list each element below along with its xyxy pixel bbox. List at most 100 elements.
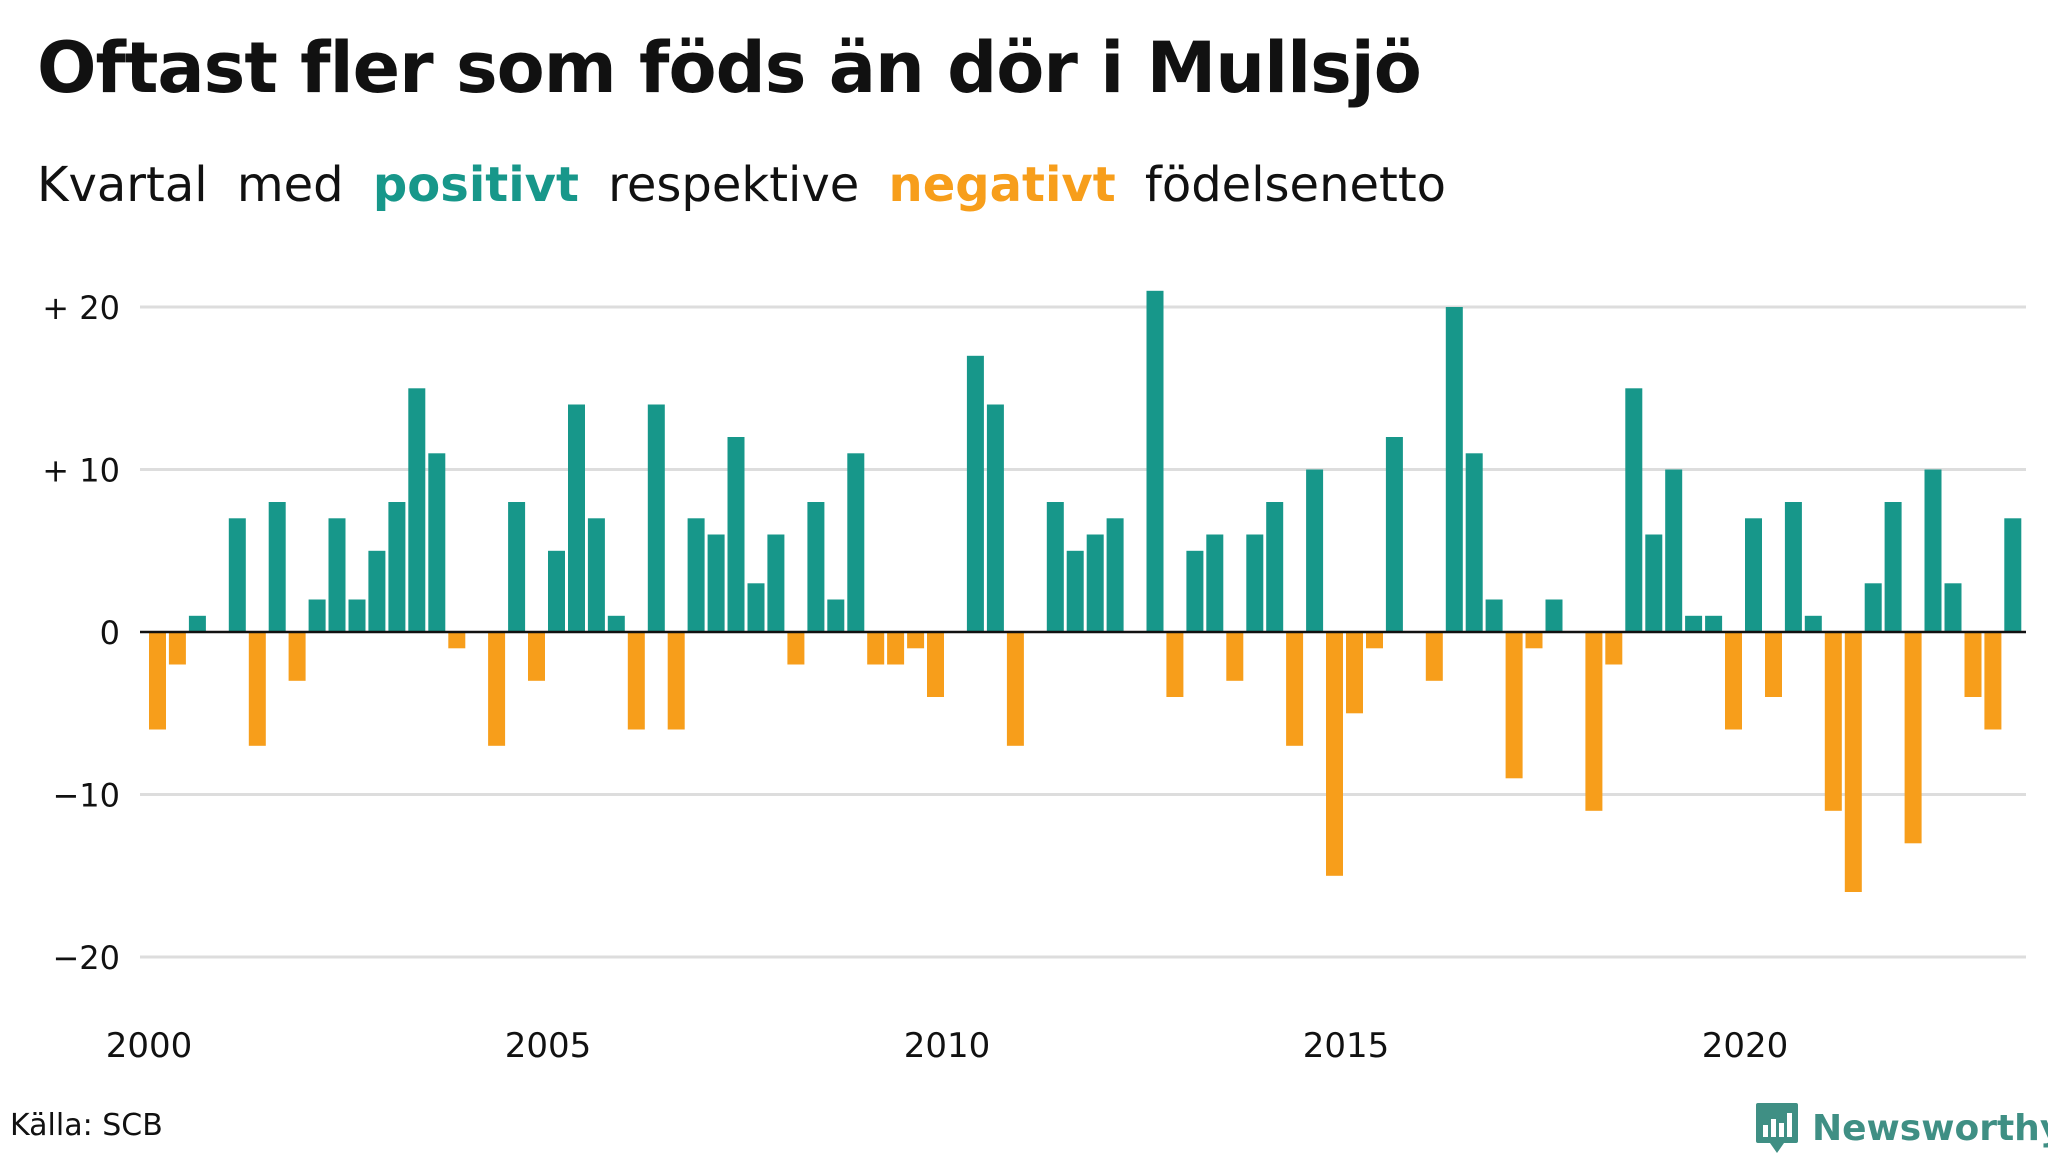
bar-2003-q2 <box>408 388 426 633</box>
bar-2010-q4 <box>1006 632 1024 746</box>
subtitle-middle: respektive <box>608 157 860 213</box>
y-axis-tick-labels: + 20 + 10 0 −10 −20 <box>42 289 120 977</box>
subtitle-suffix: födelsenetto <box>1144 157 1447 213</box>
bar-2022-q1 <box>1904 632 1922 844</box>
bar-2009-q4 <box>927 632 944 697</box>
bar-2007-q4 <box>767 534 785 632</box>
bar-2003-q4 <box>448 632 466 649</box>
y-tick-label: −10 <box>52 777 120 815</box>
y-tick-label: + 20 <box>42 289 120 327</box>
bar-2014-q4 <box>1326 632 1343 876</box>
bar-2016-q4 <box>1485 599 1503 632</box>
bar-2018-q2 <box>1605 632 1623 665</box>
bar-2017-q3 <box>1545 599 1563 632</box>
bar-2006-q2 <box>647 404 665 632</box>
bar-2004-q4 <box>528 632 545 681</box>
bar-2001-q4 <box>288 632 306 681</box>
x-tick-label: 2010 <box>904 1026 991 1066</box>
bar-2006-q1 <box>627 632 645 730</box>
bar-2012-q1 <box>1106 518 1124 633</box>
bar-2007-q2 <box>727 437 745 632</box>
bar-2011-q3 <box>1066 550 1084 633</box>
subtitle-prefix: Kvartal <box>37 157 208 213</box>
legend-negative-label: negativt <box>888 157 1116 213</box>
bar-2004-q3 <box>508 502 526 632</box>
bar-2002-q1 <box>308 599 326 632</box>
bar-2005-q1 <box>548 550 565 633</box>
chart-title: Oftast fler som föds än dör i Mullsjö <box>37 27 1422 109</box>
bar-2008-q2 <box>807 502 825 632</box>
bar-2023-q1 <box>1984 632 2002 730</box>
bar-2011-q4 <box>1086 534 1104 632</box>
bar-2013-q2 <box>1206 534 1224 632</box>
bar-2006-q4 <box>687 518 705 633</box>
chart-subtitle: Kvartal med positivt respektive negativt… <box>37 150 1460 220</box>
bar-2001-q3 <box>268 502 286 632</box>
bar-2009-q1 <box>867 632 885 665</box>
y-tick-label: + 10 <box>42 452 120 490</box>
bar-2008-q1 <box>787 632 805 665</box>
x-tick-label: 2020 <box>1702 1026 1789 1066</box>
bar-2008-q4 <box>847 453 865 633</box>
bar-2000-q3 <box>188 615 206 633</box>
bar-2013-q3 <box>1226 632 1244 681</box>
bar-2021-q4 <box>1884 502 1902 632</box>
subtitle-with: med <box>236 157 344 213</box>
bar-2005-q4 <box>607 615 625 633</box>
bar-2019-q2 <box>1685 615 1703 633</box>
bar-2022-q4 <box>1964 632 1982 697</box>
bar-2015-q1 <box>1346 632 1363 714</box>
bar-2018-q1 <box>1585 632 1603 811</box>
bar-2020-q4 <box>1804 615 1822 633</box>
bar-2020-q2 <box>1765 632 1782 697</box>
brand-name: Newsworthy <box>1812 1107 2048 1149</box>
bar-2008-q3 <box>827 599 845 632</box>
bar-2002-q2 <box>328 518 346 633</box>
bar-2018-q4 <box>1645 534 1663 632</box>
bar-2020-q3 <box>1784 502 1802 632</box>
bar-2012-q3 <box>1146 290 1164 633</box>
bar-2019-q1 <box>1665 469 1683 632</box>
bar-2017-q1 <box>1505 632 1523 779</box>
bar-2002-q4 <box>368 550 386 633</box>
bar-2003-q1 <box>388 502 406 632</box>
bar-2007-q1 <box>707 534 725 632</box>
bar-2018-q3 <box>1625 388 1643 633</box>
bar-2007-q3 <box>747 583 765 633</box>
bar-2021-q3 <box>1864 583 1882 633</box>
bar-2019-q4 <box>1725 632 1742 730</box>
bar-2021-q2 <box>1844 632 1862 892</box>
bar-2013-q4 <box>1246 534 1264 632</box>
y-tick-label: 0 <box>100 614 120 652</box>
brand-logo: Newsworthy <box>1754 1098 2048 1158</box>
bar-2022-q2 <box>1924 469 1942 632</box>
bar-2015-q2 <box>1366 632 1383 649</box>
bar-2002-q3 <box>348 599 366 632</box>
bar-2021-q1 <box>1824 632 1842 811</box>
legend-positive-label: positivt <box>372 157 579 213</box>
bar-2014-q2 <box>1286 632 1304 746</box>
bar-2019-q3 <box>1705 615 1723 633</box>
source-note: Källa: SCB <box>10 1108 163 1143</box>
bar-2016-q3 <box>1465 453 1483 633</box>
bar-2001-q2 <box>248 632 266 746</box>
bar-2023-q2 <box>2004 518 2022 633</box>
bar-2017-q2 <box>1525 632 1543 649</box>
y-tick-label: −20 <box>52 939 120 977</box>
bar-2009-q3 <box>907 632 925 649</box>
gridlines <box>140 305 2026 959</box>
bar-2006-q3 <box>667 632 685 730</box>
bar-2010-q3 <box>986 404 1004 632</box>
x-axis-tick-labels: 2000 2005 2010 2015 2020 <box>106 1026 1789 1066</box>
bar-2004-q2 <box>488 632 506 746</box>
bar-2016-q2 <box>1445 307 1463 632</box>
bar-2020-q1 <box>1745 518 1762 633</box>
bar-2014-q3 <box>1306 469 1324 632</box>
bar-2016-q1 <box>1425 632 1443 681</box>
bar-2005-q3 <box>587 518 605 633</box>
bar-2003-q3 <box>428 453 446 633</box>
bar-2014-q1 <box>1266 502 1284 632</box>
newsworthy-bar-chart-icon <box>1756 1103 1798 1153</box>
bar-2009-q2 <box>887 632 905 665</box>
